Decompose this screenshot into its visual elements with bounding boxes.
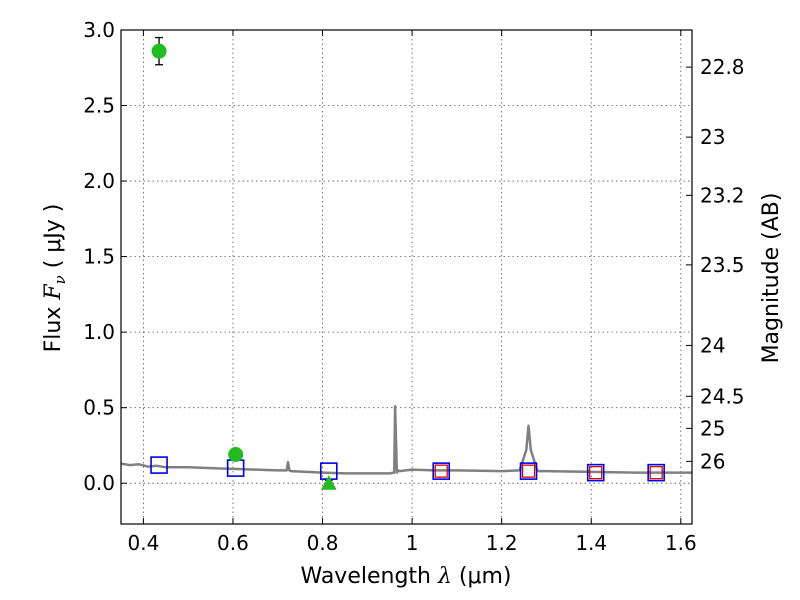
x-tick-label: 0.6 [217,531,249,555]
plot-content [120,36,692,490]
y2-axis-label: Magnitude (AB) [759,193,784,364]
y2-tick-label: 24 [700,333,725,357]
y2-tick-label: 25 [700,416,725,440]
y2-tick-label: 23.2 [700,183,745,207]
y-tick-label: 3.0 [83,18,115,42]
x-axis-label: Wavelength λ (μm) [300,564,511,589]
plot-frame [120,29,693,525]
model-point-red [434,464,448,478]
x-tick-label: 1.4 [575,531,607,555]
y2-tick-label: 22.8 [700,55,745,79]
upper-limit-point [320,475,337,490]
model-spectrum-line [120,404,692,475]
model-point-blue [586,463,605,482]
axis-ticks: 0.4 0.6 0.8 1 1.2 1.4 1.6 0.0 0.5 1.0 1.5 2.0 2.5 3.0… [83,18,744,555]
model-point-red [521,464,536,478]
y-tick-label: 2.0 [83,169,115,193]
y2-tick-label: 23 [700,125,725,149]
observed-point [151,43,167,59]
y-tick-label: 1.5 [83,245,115,269]
y-tick-label: 1.0 [83,320,115,344]
model-point-red [589,465,603,480]
y2-tick-label: 23.5 [700,253,745,277]
x-tick-label: 0.4 [127,531,159,555]
observed-point [228,447,244,463]
model-point-blue [432,462,451,480]
x-tick-label: 1.6 [665,531,697,555]
x-tick-label: 1.2 [486,531,518,555]
model-point-blue [519,462,538,480]
model-point-blue [647,463,665,482]
y-tick-label: 2.5 [83,94,115,118]
y2-tick-label: 26 [700,449,725,473]
y-axis-label: Flux Fν ( μJy ) [41,204,69,353]
x-tick-label: 1 [406,531,419,555]
y2-tick-label: 24.5 [700,384,745,408]
model-point-blue [150,456,168,474]
model-point-red [649,465,663,480]
x-tick-label: 0.8 [307,531,339,555]
y-tick-label: 0.5 [83,396,115,420]
y-tick-label: 0.0 [83,471,115,495]
